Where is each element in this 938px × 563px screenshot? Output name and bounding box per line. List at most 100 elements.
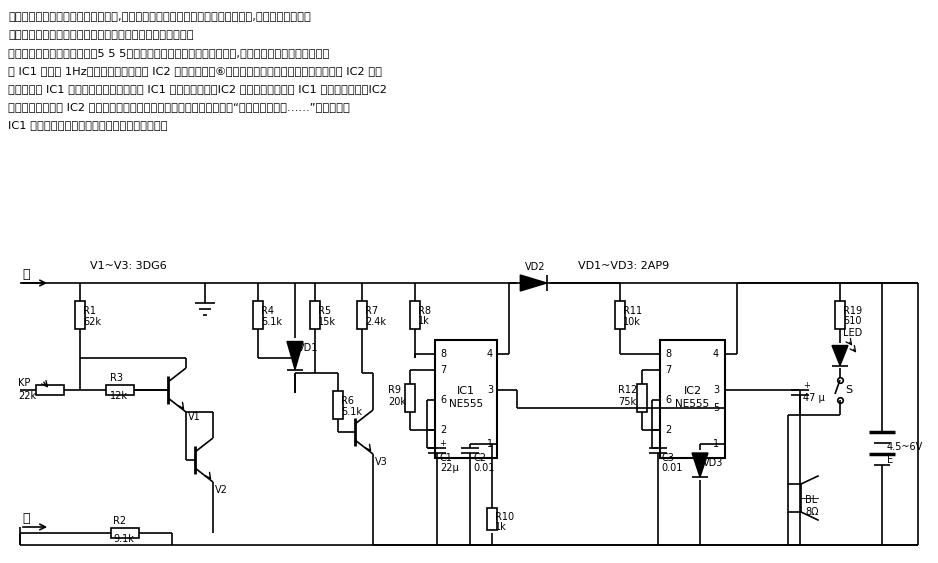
Text: 8: 8 bbox=[665, 349, 671, 359]
Bar bbox=[835, 301, 845, 329]
Text: KP: KP bbox=[18, 378, 30, 388]
Text: R11: R11 bbox=[623, 306, 643, 316]
Text: 1k: 1k bbox=[418, 316, 430, 326]
Text: 47 μ: 47 μ bbox=[803, 393, 825, 403]
Text: R9: R9 bbox=[388, 385, 401, 395]
Bar bbox=[357, 301, 367, 329]
Text: 2: 2 bbox=[440, 425, 446, 435]
Text: V1: V1 bbox=[188, 412, 201, 422]
Text: V1~V3: 3DG6: V1~V3: 3DG6 bbox=[90, 261, 167, 271]
Text: 手: 手 bbox=[22, 269, 29, 282]
Text: 3: 3 bbox=[487, 385, 493, 395]
Text: 6: 6 bbox=[440, 395, 446, 405]
Text: 7: 7 bbox=[665, 365, 672, 375]
Text: IC1 输出的调制信号幅値不变时，发出单音音响。: IC1 输出的调制信号幅値不变时，发出单音音响。 bbox=[8, 120, 168, 130]
Text: 75k: 75k bbox=[618, 397, 636, 407]
Text: 8Ω: 8Ω bbox=[805, 507, 819, 517]
Text: R1: R1 bbox=[83, 306, 96, 316]
Text: R5: R5 bbox=[318, 306, 331, 316]
Text: 2.4k: 2.4k bbox=[365, 317, 386, 327]
Text: 8: 8 bbox=[440, 349, 446, 359]
Text: E: E bbox=[887, 455, 893, 465]
Text: 0.01: 0.01 bbox=[473, 463, 494, 473]
Text: V3: V3 bbox=[375, 457, 387, 467]
Text: NE555: NE555 bbox=[449, 399, 483, 409]
Bar bbox=[405, 384, 415, 412]
Text: NE555: NE555 bbox=[675, 399, 709, 409]
Text: LED: LED bbox=[843, 328, 862, 338]
Text: +: + bbox=[439, 439, 446, 448]
Text: 耳: 耳 bbox=[22, 512, 29, 525]
Text: +: + bbox=[803, 381, 809, 390]
Text: 仪电路，能对穴位作出准确定位，给针灸治疗带来很大方便。: 仪电路，能对穴位作出准确定位，给针灸治疗带来很大方便。 bbox=[8, 30, 193, 40]
Text: 2: 2 bbox=[665, 425, 672, 435]
Text: 15k: 15k bbox=[318, 317, 336, 327]
Text: R10: R10 bbox=[495, 512, 514, 522]
Text: C1: C1 bbox=[440, 453, 453, 463]
Polygon shape bbox=[692, 453, 708, 477]
Text: 3: 3 bbox=[713, 385, 719, 395]
Text: R12: R12 bbox=[618, 385, 637, 395]
Text: 6: 6 bbox=[665, 395, 671, 405]
Bar bbox=[106, 385, 134, 395]
Text: 22μ: 22μ bbox=[440, 463, 459, 473]
Text: 1: 1 bbox=[487, 439, 493, 449]
Text: C3: C3 bbox=[661, 453, 673, 463]
Text: 5: 5 bbox=[713, 403, 719, 413]
Text: VD1: VD1 bbox=[298, 343, 318, 353]
Bar bbox=[75, 301, 85, 329]
Text: 针灸治疗必须准确掌握穴位方见疗效,利用穴位点较其周围皮肤电阴低一些的特点,制作一台简易探穴: 针灸治疗必须准确掌握穴位方见疗效,利用穴位点较其周围皮肤电阴低一些的特点,制作一… bbox=[8, 12, 310, 22]
Text: 0.01: 0.01 bbox=[661, 463, 682, 473]
Polygon shape bbox=[832, 346, 848, 365]
Bar bbox=[410, 301, 420, 329]
Text: 4.5~6V: 4.5~6V bbox=[887, 442, 923, 452]
Text: 20k: 20k bbox=[388, 397, 406, 407]
Text: 22k: 22k bbox=[18, 391, 37, 401]
Text: R2: R2 bbox=[113, 516, 126, 526]
Bar bbox=[435, 340, 497, 458]
Text: R7: R7 bbox=[365, 306, 378, 316]
Text: C2: C2 bbox=[473, 453, 486, 463]
Text: 荡频率随着 IC1 输出的调制信号变化。当 IC1 输出高电平时，IC2 的振荡频率低；当 IC1 输出低电平时，IC2: 荡频率随着 IC1 输出的调制信号变化。当 IC1 输出高电平时，IC2 的振荡… bbox=[8, 84, 386, 94]
Text: 器 IC1 频率为 1Hz，用它去控制振荡器 IC2 的电压控制端⑥脚的电位，使基准电压和延时可变，即 IC2 的振: 器 IC1 频率为 1Hz，用它去控制振荡器 IC2 的电压控制端⑥脚的电位，使… bbox=[8, 66, 382, 76]
Text: V2: V2 bbox=[215, 485, 228, 495]
Text: R19: R19 bbox=[843, 306, 862, 316]
Text: R4: R4 bbox=[261, 306, 274, 316]
Text: 的振荡频率高。将 IC2 的音频频率调制在两个频率上，在扬声器中产生“嘶、嗟，嘶、嗟……”的双音。当: 的振荡频率高。将 IC2 的音频频率调制在两个频率上，在扬声器中产生“嘶、嗟，嘶… bbox=[8, 102, 350, 112]
Text: 1: 1 bbox=[713, 439, 719, 449]
Text: 510: 510 bbox=[843, 316, 861, 326]
Text: 5.1k: 5.1k bbox=[341, 407, 362, 417]
Bar bbox=[788, 484, 801, 512]
Bar bbox=[253, 301, 263, 329]
Bar bbox=[637, 384, 647, 412]
Polygon shape bbox=[521, 275, 547, 291]
Text: 10k: 10k bbox=[623, 317, 641, 327]
Text: IC2: IC2 bbox=[684, 386, 702, 396]
Text: IC1: IC1 bbox=[457, 386, 475, 396]
Bar bbox=[333, 391, 343, 419]
Text: 4: 4 bbox=[713, 349, 719, 359]
Bar bbox=[36, 385, 64, 395]
Text: S: S bbox=[845, 385, 852, 395]
Text: VD2: VD2 bbox=[525, 262, 546, 272]
Text: 4: 4 bbox=[487, 349, 493, 359]
Text: R8: R8 bbox=[418, 306, 431, 316]
Text: VD3: VD3 bbox=[703, 458, 723, 468]
Text: 1k: 1k bbox=[495, 522, 507, 532]
Text: 9.1k: 9.1k bbox=[113, 534, 134, 544]
Text: 12k: 12k bbox=[110, 391, 128, 401]
Text: 5.1k: 5.1k bbox=[261, 317, 282, 327]
Text: R3: R3 bbox=[110, 373, 123, 383]
Bar bbox=[487, 508, 497, 530]
Text: BL: BL bbox=[805, 495, 817, 505]
Text: VD1~VD3: 2AP9: VD1~VD3: 2AP9 bbox=[578, 261, 669, 271]
Text: R6: R6 bbox=[341, 396, 354, 406]
Bar bbox=[310, 301, 320, 329]
Bar bbox=[111, 528, 139, 538]
Text: 62k: 62k bbox=[83, 317, 101, 327]
Text: 电路示于图：　　用两坘5 5 5时基电路构成不同频率的多谐振荡器,产生单音或双音模拟声。振荡: 电路示于图： 用两坘5 5 5时基电路构成不同频率的多谐振荡器,产生单音或双音模… bbox=[8, 48, 329, 58]
Polygon shape bbox=[287, 342, 303, 369]
Bar bbox=[660, 340, 725, 458]
Bar bbox=[615, 301, 625, 329]
Text: 7: 7 bbox=[440, 365, 446, 375]
